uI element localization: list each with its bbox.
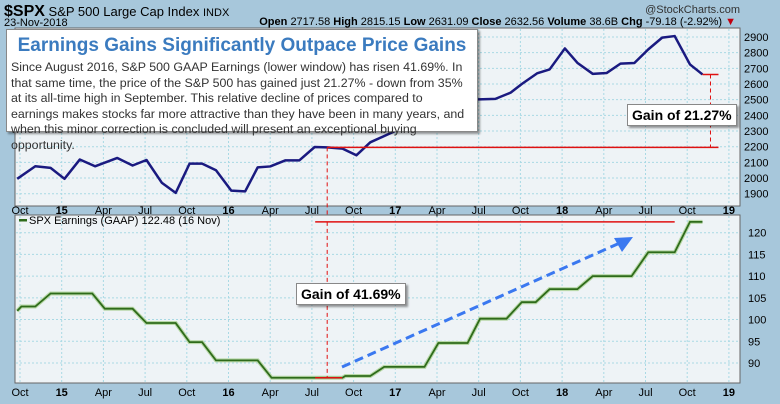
earnings-x-tick-label: Apr	[595, 387, 612, 399]
high-value: 2815.15	[360, 16, 401, 28]
watermark: @StockCharts.com	[645, 4, 740, 16]
earnings-y-tick-label: 100	[748, 315, 766, 327]
price-x-tick-label: 19	[723, 205, 735, 217]
earnings-x-tick-label: Oct	[178, 387, 195, 399]
earnings-x-tick-label: Jul	[472, 387, 486, 399]
close-value: 2632.56	[504, 16, 545, 28]
symbol-line: $SPX S&P 500 Large Cap Index INDX	[4, 3, 229, 21]
index-name: S&P 500 Large Cap Index	[48, 4, 200, 19]
price-x-tick-label: Oct	[11, 205, 28, 217]
earnings-x-tick-label: 19	[723, 387, 735, 399]
price-y-tick-label: 2600	[744, 79, 768, 91]
price-x-tick-label: Oct	[512, 205, 529, 217]
earnings-y-tick-label: 105	[748, 293, 766, 305]
earnings-x-tick-label: Oct	[512, 387, 529, 399]
price-gain-label: Gain of 21.27%	[627, 104, 737, 126]
earnings-x-tick-label: 18	[556, 387, 568, 399]
price-y-tick-label: 2700	[744, 63, 768, 75]
earnings-x-tick-label: Oct	[11, 387, 28, 399]
open-value: 2717.58	[290, 16, 331, 28]
low-value: 2631.09	[428, 16, 469, 28]
high-label: High	[333, 16, 358, 28]
change-label: Chg	[621, 16, 643, 28]
price-x-tick-label: Oct	[345, 205, 362, 217]
price-x-tick-label: Oct	[679, 205, 696, 217]
earnings-y-tick-label: 90	[748, 358, 760, 370]
price-y-tick-label: 2000	[744, 173, 768, 185]
price-x-tick-label: 18	[556, 205, 568, 217]
price-y-tick-label: 2300	[744, 126, 768, 138]
earnings-x-tick-label: Jul	[138, 387, 152, 399]
price-y-tick-label: 2900	[744, 32, 768, 44]
earnings-legend-swatch	[19, 219, 27, 222]
price-y-tick-label: 2500	[744, 95, 768, 107]
earnings-x-tick-label: Jul	[638, 387, 652, 399]
open-label: Open	[259, 16, 288, 28]
price-x-tick-label: Apr	[262, 205, 279, 217]
price-x-tick-label: Jul	[305, 205, 319, 217]
price-y-tick-label: 1900	[744, 189, 768, 201]
price-y-tick-label: 2800	[744, 48, 768, 60]
earnings-x-tick-label: 15	[56, 387, 68, 399]
earnings-legend: SPX Earnings (GAAP) 122.48 (16 Nov)	[29, 215, 220, 227]
annotation-body: Since August 2016, S&P 500 GAAP Earnings…	[11, 60, 465, 152]
earnings-y-tick-label: 95	[748, 336, 760, 348]
price-x-tick-label: Jul	[638, 205, 652, 217]
earnings-y-tick-label: 120	[748, 228, 766, 240]
price-y-tick-label: 2100	[744, 157, 768, 169]
earnings-x-tick-label: 16	[222, 387, 234, 399]
price-x-tick-label: Apr	[595, 205, 612, 217]
price-y-tick-label: 2200	[744, 142, 768, 154]
exchange: INDX	[203, 7, 230, 19]
low-label: Low	[403, 16, 426, 28]
price-x-tick-label: 15	[56, 205, 68, 217]
earnings-x-tick-label: 17	[389, 387, 401, 399]
earnings-y-tick-label: 115	[748, 249, 766, 261]
annotation-title: Earnings Gains Significantly Outpace Pri…	[17, 35, 467, 56]
earnings-line	[16, 220, 703, 379]
change-value: -79.18 (-2.92%)	[645, 16, 723, 28]
volume-label: Volume	[547, 16, 587, 28]
earnings-x-tick-label: Oct	[345, 387, 362, 399]
price-line	[16, 34, 704, 195]
volume-value: 38.6B	[589, 16, 619, 28]
price-x-tick-label: Oct	[178, 205, 195, 217]
earnings-x-tick-label: Jul	[305, 387, 319, 399]
close-label: Close	[471, 16, 502, 28]
quote-line: Open 2717.58 High 2815.15 Low 2631.09 Cl…	[259, 16, 736, 28]
trend-arrow-line	[341, 240, 623, 369]
down-arrow-icon: ▼	[725, 16, 736, 28]
price-x-tick-label: Apr	[428, 205, 445, 217]
price-x-tick-label: Jul	[472, 205, 486, 217]
earnings-gain-label: Gain of 41.69%	[296, 283, 406, 305]
price-x-tick-label: 17	[389, 205, 401, 217]
price-x-tick-label: 16	[222, 205, 234, 217]
earnings-x-tick-label: Apr	[262, 387, 279, 399]
trend-arrow-head-icon	[614, 237, 633, 252]
date: 23-Nov-2018	[4, 17, 68, 29]
price-x-tick-label: Jul	[138, 205, 152, 217]
earnings-x-tick-label: Oct	[679, 387, 696, 399]
price-y-tick-label: 2400	[744, 110, 768, 122]
earnings-x-tick-label: Apr	[428, 387, 445, 399]
symbol: $SPX	[4, 3, 45, 20]
earnings-x-tick-label: Apr	[95, 387, 112, 399]
price-x-tick-label: Apr	[95, 205, 112, 217]
earnings-y-tick-label: 110	[748, 271, 766, 283]
annotation-box: Earnings Gains Significantly Outpace Pri…	[6, 29, 478, 152]
